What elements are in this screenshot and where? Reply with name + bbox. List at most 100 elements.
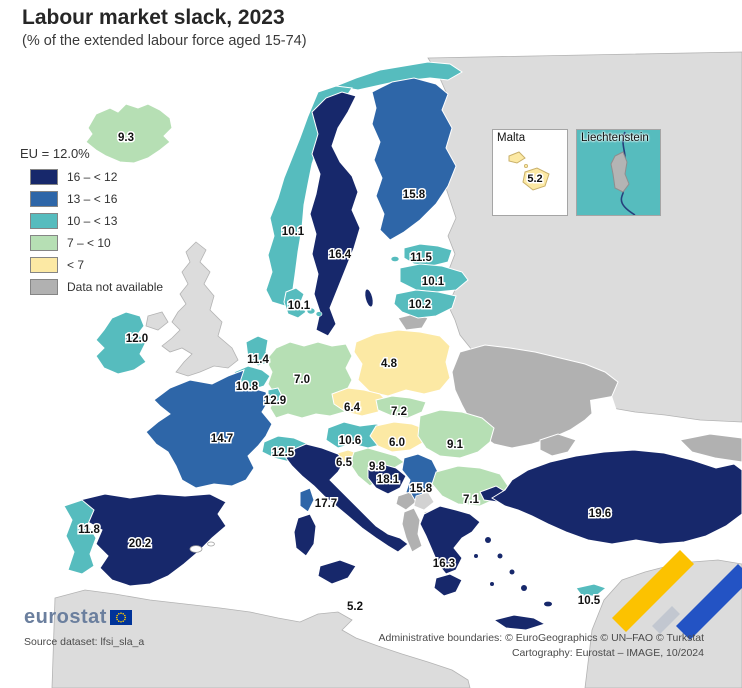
ribbon-grey: [652, 606, 680, 634]
value-label-czechia: 6.4: [344, 402, 361, 414]
inset-liechtenstein-title: Liechtenstein: [581, 132, 649, 144]
footer-right: Administrative boundaries: © EuroGeograp…: [378, 631, 704, 661]
country-denmark: [283, 287, 307, 319]
value-label-estonia: 11.5: [410, 252, 432, 264]
legend-label-no-data: Data not available: [67, 280, 164, 294]
island-sicily: [317, 559, 357, 585]
country-ukraine: [451, 344, 619, 449]
country-latvia: [399, 263, 469, 293]
legend-swatch-class3: [30, 213, 58, 229]
aegean-island: [474, 554, 478, 558]
country-norway-north: [334, 61, 463, 91]
cartography-credit: Cartography: Eurostat – IMAGE, 10/2024: [511, 647, 704, 659]
value-label-spain: 20.2: [129, 538, 151, 550]
value-label-malta-inset: 5.2: [527, 173, 542, 185]
inset-malta: 5.2 Malta: [492, 129, 568, 216]
legend-row: 13 – < 16: [20, 188, 163, 210]
legend-swatch-class2: [30, 191, 58, 207]
value-label-sweden: 16.4: [329, 249, 352, 261]
region-peloponnese: [433, 573, 463, 597]
legend: EU = 12.0% 16 – < 12 13 – < 16 10 – < 13…: [20, 146, 163, 298]
country-albania: [401, 507, 423, 553]
island-zealand: [306, 307, 316, 315]
eu-flag-icon: [109, 610, 132, 625]
legend-label-class4: 7 – < 10: [67, 236, 111, 250]
country-lithuania: [393, 289, 457, 319]
value-label-ireland: 12.0: [126, 333, 148, 345]
value-label-poland: 4.8: [381, 358, 398, 370]
value-label-greece: 16.3: [433, 558, 455, 570]
region-crimea: [539, 433, 577, 457]
country-cyprus: [575, 583, 608, 597]
country-poland: [353, 329, 451, 397]
country-hungary: [369, 421, 429, 453]
country-liechtenstein: [610, 151, 630, 193]
value-label-slovenia: 6.5: [336, 457, 353, 469]
value-label-croatia: 9.8: [369, 461, 386, 473]
country-turkey: [491, 449, 742, 545]
island-crete: [492, 614, 547, 631]
value-label-belgium: 10.8: [236, 381, 259, 393]
value-label-bosnia: 18.1: [377, 474, 400, 486]
value-label-italy: 17.7: [315, 498, 337, 510]
aegean-island: [509, 569, 515, 575]
country-ireland: [95, 311, 147, 375]
legend-swatch-no-data: [30, 279, 58, 295]
footer-left: eurostat Source dataset: lfsi_sla_a: [24, 606, 144, 648]
value-label-slovakia: 7.2: [391, 406, 407, 418]
value-label-malta: 5.2: [347, 601, 363, 613]
country-spain: [78, 493, 227, 587]
country-romania: [417, 409, 495, 459]
legend-row: Data not available: [20, 276, 163, 298]
value-label-cyprus: 10.5: [578, 595, 601, 607]
land-north-africa: [51, 589, 471, 688]
country-croatia: [349, 447, 405, 487]
sea-azov: [590, 396, 618, 430]
aegean-island: [490, 582, 494, 586]
boundaries-credit: Administrative boundaries: © EuroGeograp…: [378, 632, 704, 644]
legend-swatch-class4: [30, 235, 58, 251]
ribbon-yellow: [612, 550, 694, 632]
value-label-portugal: 11.8: [78, 524, 100, 536]
country-italy: [285, 443, 409, 553]
country-iceland: [85, 103, 173, 164]
region-kosovo: [413, 491, 435, 511]
value-label-france: 14.7: [211, 433, 233, 445]
country-bosnia: [367, 463, 407, 495]
aegean-island: [521, 585, 527, 591]
ribbon-blue: [676, 564, 742, 640]
country-greece: [419, 505, 481, 575]
island-rhodes: [544, 601, 552, 607]
island-comino: [523, 164, 528, 169]
island-mallorca: [189, 545, 203, 553]
country-united-kingdom: [161, 241, 239, 377]
value-label-bulgaria: 7.1: [463, 494, 480, 506]
country-finland: [371, 77, 457, 241]
aegean-island: [485, 537, 491, 543]
value-label-latvia: 10.1: [422, 276, 445, 288]
island-menorca: [207, 541, 215, 547]
aegean-island: [497, 553, 503, 559]
page-title: Labour market slack, 2023: [22, 6, 285, 29]
inset-liechtenstein: Liechtenstein: [576, 129, 661, 216]
inset-malta-title: Malta: [497, 132, 526, 144]
inset-liechtenstein-map: [577, 130, 660, 215]
island-funen: [315, 311, 323, 317]
value-label-luxembourg: 12.9: [264, 395, 286, 407]
value-label-germany: 7.0: [294, 374, 310, 386]
value-label-switzerland: 12.5: [272, 447, 295, 459]
page-subtitle: (% of the extended labour force aged 15-…: [22, 33, 307, 49]
country-sweden: [309, 91, 361, 337]
legend-row: 7 – < 10: [20, 232, 163, 254]
legend-swatch-class1: [30, 169, 58, 185]
value-label-finland: 15.8: [403, 189, 426, 201]
eurostat-logo-text: eurostat: [24, 606, 107, 628]
country-france: [145, 369, 273, 489]
country-estonia: [403, 243, 453, 267]
legend-eu-value: EU = 12.0%: [20, 146, 90, 161]
island-corsica: [299, 487, 315, 513]
legend-row: 10 – < 13: [20, 210, 163, 232]
source-dataset-text: Source dataset: lfsi_sla_a: [24, 636, 145, 648]
legend-label-class1: 16 – < 12: [67, 170, 118, 184]
